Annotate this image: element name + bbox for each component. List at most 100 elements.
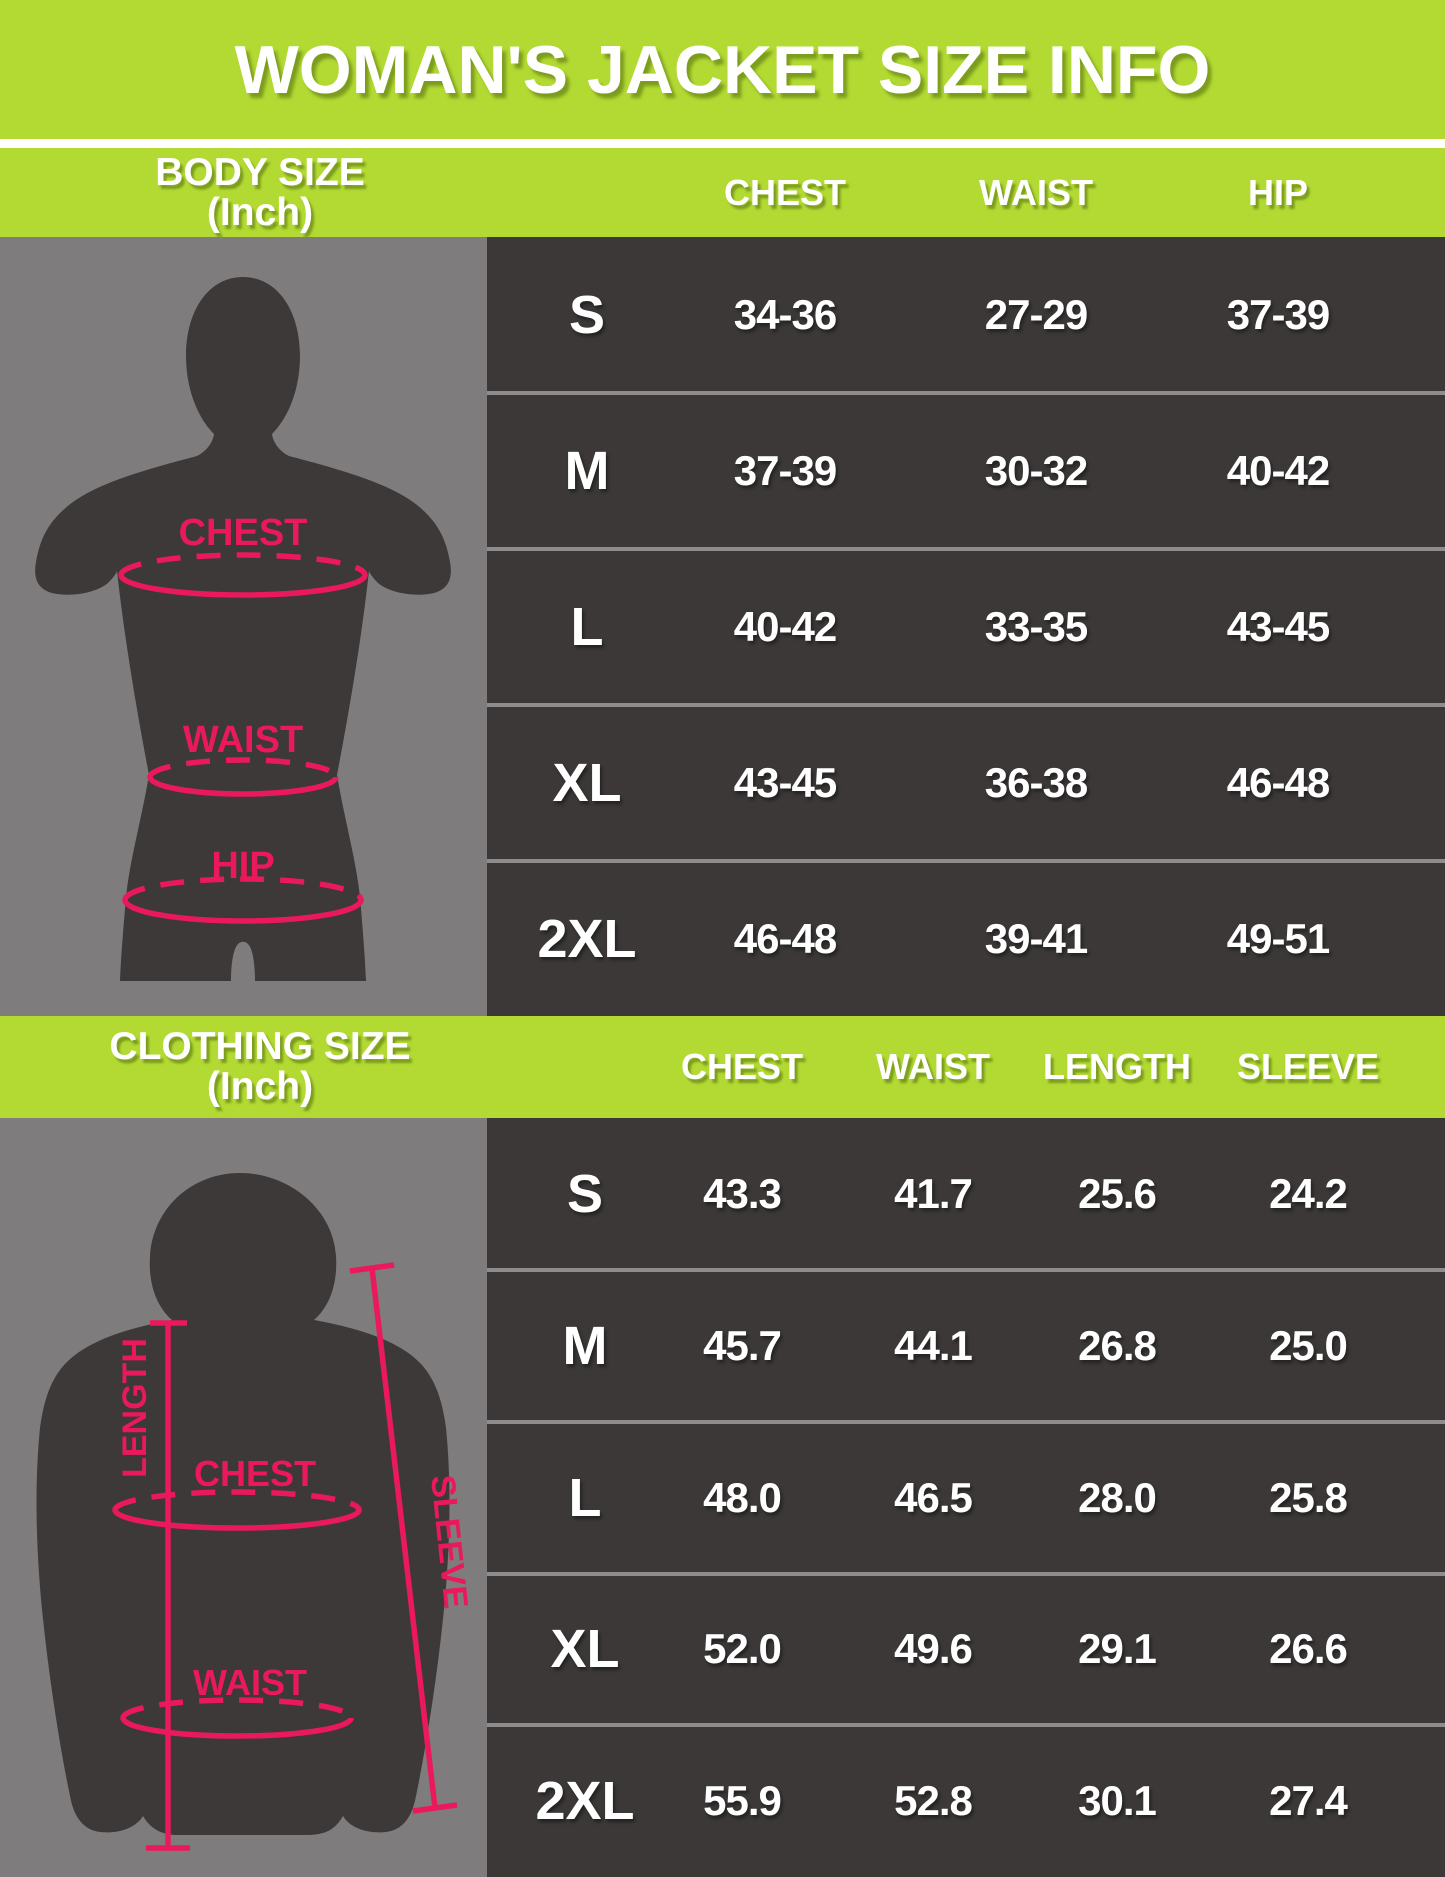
body-col-chest: CHEST <box>723 171 847 213</box>
jacket-silhouette <box>36 1173 450 1835</box>
size-label: M <box>562 1315 608 1376</box>
clothing-col-sleeve: SLEEVE <box>1236 1046 1380 1087</box>
length-diagram-label: LENGTH <box>116 1338 154 1478</box>
table-row: S 34-36 27-29 37-39 <box>487 237 1445 392</box>
chest-diagram-label: CHEST <box>179 512 308 554</box>
hip-value: 49-51 <box>1226 914 1330 962</box>
body-col-waist: WAIST <box>979 171 1093 213</box>
table-row: M 37-39 30-32 40-42 <box>487 393 1445 548</box>
row-separator <box>487 1420 1445 1424</box>
waist-diagram-label: WAIST <box>183 719 303 761</box>
table-row: M 45.7 44.1 26.8 25.0 <box>487 1270 1445 1421</box>
chest-value: 52.0 <box>703 1625 782 1672</box>
chest-value: 40-42 <box>733 602 837 650</box>
clothing-col-length: LENGTH <box>1043 1046 1191 1087</box>
waist-measure-solid-arc <box>147 776 339 797</box>
size-label: L <box>570 596 604 657</box>
chest-value: 45.7 <box>703 1321 782 1369</box>
table-row: 2XL 55.9 52.8 30.1 27.4 <box>487 1725 1445 1877</box>
row-separator <box>487 1723 1445 1727</box>
hip-measure-dashed-arc <box>122 876 364 901</box>
jacket-waist-diagram-label: WAIST <box>193 1662 307 1703</box>
chest-measure-solid-arc <box>118 574 368 598</box>
page-title: WOMAN'S JACKET SIZE INFO <box>234 31 1211 108</box>
clothing-col-waist: WAIST <box>876 1046 990 1087</box>
clothing-size-table: S 43.3 41.7 25.6 24.2 M 45.7 44.1 26.8 2… <box>487 1118 1445 1877</box>
chest-value: 37-39 <box>733 446 837 494</box>
sleeve-value: 27.4 <box>1269 1777 1348 1824</box>
jacket-chest-diagram-label: CHEST <box>194 1453 316 1494</box>
chest-value: 48.0 <box>703 1473 782 1521</box>
length-value: 30.1 <box>1078 1777 1157 1824</box>
clothing-size-heading-line1: CLOTHING SIZE <box>109 1025 411 1068</box>
waist-value: 52.8 <box>894 1777 973 1824</box>
table-row: XL 43-45 36-38 46-48 <box>487 705 1445 860</box>
sleeve-value: 24.2 <box>1269 1169 1348 1217</box>
title-band: WOMAN'S JACKET SIZE INFO <box>0 0 1445 139</box>
size-label: L <box>568 1467 602 1528</box>
size-label: XL <box>552 752 622 813</box>
length-value: 25.6 <box>1078 1169 1157 1217</box>
chest-value: 46-48 <box>733 914 837 962</box>
hip-value: 37-39 <box>1226 290 1330 338</box>
body-col-hip: HIP <box>1247 171 1309 213</box>
waist-value: 33-35 <box>984 602 1088 650</box>
clothing-size-heading: CLOTHING SIZE (Inch) <box>0 1027 520 1107</box>
waist-value: 41.7 <box>894 1169 973 1217</box>
waist-value: 36-38 <box>984 758 1088 806</box>
table-row: S 43.3 41.7 25.6 24.2 <box>487 1118 1445 1269</box>
body-size-header-band: BODY SIZE (Inch) CHEST WAIST HIP <box>0 148 1445 237</box>
jacket-waist-dashed-arc <box>120 1697 354 1719</box>
table-row: XL 52.0 49.6 29.1 26.6 <box>487 1574 1445 1724</box>
sleeve-value: 25.8 <box>1269 1473 1348 1521</box>
sleeve-value: 25.0 <box>1269 1321 1348 1369</box>
hip-value: 40-42 <box>1226 446 1330 494</box>
table-row: L 48.0 46.5 28.0 25.8 <box>487 1422 1445 1573</box>
waist-value: 49.6 <box>894 1625 973 1672</box>
length-value: 28.0 <box>1078 1473 1157 1521</box>
table-row: 2XL 46-48 39-41 49-51 <box>487 861 1445 1016</box>
size-label: S <box>566 1163 604 1224</box>
sleeve-top-cap <box>349 1262 395 1274</box>
jacket-diagram-panel: LENGTH CHEST WAIST SLEEVE <box>0 1118 487 1877</box>
table-row: L 40-42 33-35 43-45 <box>487 549 1445 704</box>
size-label: 2XL <box>537 908 637 969</box>
body-size-table: S 34-36 27-29 37-39 M 37-39 30-32 40-42 … <box>487 237 1445 1016</box>
sleeve-bottom-cap <box>412 1802 458 1814</box>
length-value: 29.1 <box>1078 1625 1157 1672</box>
sleeve-value: 26.6 <box>1269 1625 1348 1672</box>
size-label: 2XL <box>535 1771 635 1831</box>
jacket-waist-solid-arc <box>120 1717 354 1739</box>
body-silhouette-diagram: CHEST WAIST HIP <box>35 277 451 981</box>
chest-value: 55.9 <box>703 1777 782 1824</box>
row-separator <box>487 391 1445 395</box>
clothing-size-header-band: CLOTHING SIZE (Inch) CHEST WAIST LENGTH … <box>0 1016 1445 1118</box>
clothing-col-chest: CHEST <box>680 1046 804 1087</box>
chest-measure-dashed-arc <box>118 552 368 576</box>
clothing-size-heading-line2: (Inch) <box>206 1065 314 1108</box>
waist-value: 46.5 <box>894 1473 973 1521</box>
body-size-heading-line2: (Inch) <box>206 190 314 234</box>
size-label: S <box>568 284 606 345</box>
waist-value: 39-41 <box>984 914 1088 962</box>
waist-value: 27-29 <box>984 290 1088 338</box>
row-separator <box>487 859 1445 863</box>
size-label: M <box>564 440 610 501</box>
divider-line <box>0 139 1445 148</box>
chest-value: 34-36 <box>733 290 837 338</box>
waist-value: 30-32 <box>984 446 1088 494</box>
waist-value: 44.1 <box>894 1321 973 1369</box>
jacket-silhouette-diagram: LENGTH CHEST WAIST SLEEVE <box>36 1173 475 1851</box>
body-silhouette <box>35 277 451 981</box>
row-separator <box>487 1572 1445 1576</box>
row-separator <box>487 1268 1445 1272</box>
hip-value: 46-48 <box>1226 758 1330 806</box>
sleeve-measure-line <box>369 1267 438 1809</box>
body-size-heading-line1: BODY SIZE <box>155 150 365 194</box>
jacket-chest-dashed-arc <box>112 1489 362 1511</box>
body-diagram-panel: CHEST WAIST HIP <box>0 237 487 1016</box>
body-size-heading: BODY SIZE (Inch) <box>0 150 520 234</box>
hip-measure-solid-arc <box>122 899 364 924</box>
chest-value: 43.3 <box>703 1169 782 1217</box>
length-value: 26.8 <box>1078 1321 1157 1369</box>
